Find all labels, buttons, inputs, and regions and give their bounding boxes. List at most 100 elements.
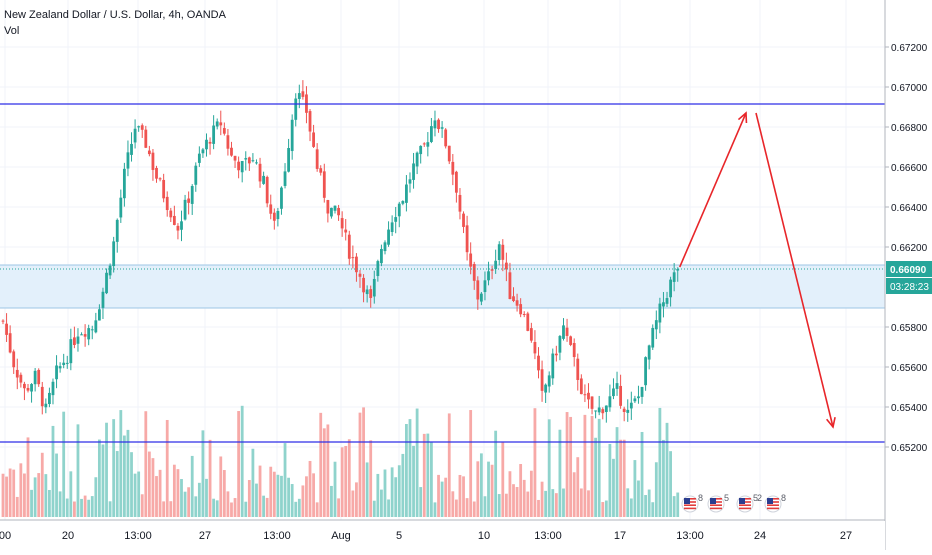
candle [219, 110, 223, 136]
candle [23, 381, 26, 401]
volume-bar [155, 476, 158, 517]
time-axis-label: 5 [396, 530, 402, 542]
volume-bar [415, 408, 419, 517]
candle-body [347, 234, 351, 259]
volume-bar [162, 501, 166, 517]
volume-bar [105, 422, 108, 517]
volume-bar [537, 499, 540, 517]
candle-body [479, 293, 483, 302]
candle [133, 119, 137, 149]
candle [280, 186, 283, 215]
candle-body [437, 119, 440, 130]
candle-body [308, 111, 312, 132]
candle [526, 311, 530, 332]
candle-body [487, 271, 490, 281]
candle [330, 207, 333, 219]
time-axis-label: 13:00 [124, 530, 152, 542]
candle-body [330, 207, 333, 217]
candle [283, 163, 287, 189]
candle [87, 324, 91, 346]
candle-body [508, 272, 512, 300]
volume-bar [380, 489, 383, 517]
candle-body [458, 194, 462, 212]
volume-bar [26, 437, 30, 517]
flag-canton [684, 498, 690, 504]
candle [83, 324, 87, 347]
candle-body [604, 405, 608, 413]
price-tick-label: 0.65400 [891, 403, 928, 414]
candle [290, 114, 294, 160]
volume-bar [58, 491, 62, 517]
volume-bar [579, 488, 583, 517]
candle [454, 170, 458, 203]
volume-bar [365, 462, 369, 517]
candle-body [408, 179, 412, 184]
candle [240, 160, 244, 183]
volume-bar [326, 424, 330, 517]
candle-body [48, 392, 51, 405]
event-marker[interactable]: 5 [707, 493, 729, 513]
candle-body [326, 200, 330, 214]
candle-body [615, 383, 619, 389]
volume-bar [137, 471, 141, 517]
candle [587, 383, 590, 409]
flag-stripe [767, 504, 779, 506]
volume-bar [280, 475, 283, 517]
volume-bar [62, 411, 66, 517]
candle [319, 165, 323, 176]
volume-bar [258, 465, 262, 517]
candle-body [565, 327, 569, 336]
volume-bar [615, 427, 619, 517]
candle-body [65, 362, 69, 364]
event-marker[interactable]: 5 [736, 493, 758, 513]
candle-body [215, 121, 219, 127]
event-marker[interactable]: 8 [764, 493, 786, 513]
candle [76, 328, 80, 352]
volume-bar [76, 424, 80, 517]
candle-body [144, 129, 148, 148]
candle-body [447, 145, 451, 162]
candle-body [469, 253, 473, 267]
event-marker[interactable]: 2 [757, 493, 762, 503]
volume-bar [472, 501, 476, 517]
price-tick-label: 0.65800 [891, 323, 928, 334]
candle [594, 410, 598, 419]
volume-bar [454, 499, 458, 517]
candle [558, 334, 562, 361]
candle-body [187, 198, 191, 203]
candle [172, 205, 176, 226]
candle [394, 206, 398, 234]
candle-body [201, 149, 205, 154]
candle-body [419, 145, 423, 155]
candle [322, 163, 326, 203]
candle [529, 322, 533, 343]
candle [512, 287, 515, 303]
volume-bar [487, 461, 490, 517]
candle-body [658, 303, 662, 323]
candle-body [544, 384, 548, 393]
candle [640, 386, 644, 404]
volume-bar [558, 429, 562, 517]
candle-body [387, 229, 390, 245]
candle [551, 348, 555, 385]
volume-bar [351, 490, 355, 517]
candle [44, 398, 48, 414]
volume-bar [151, 458, 155, 517]
flag-canton [710, 498, 716, 504]
event-marker[interactable]: 8 [681, 493, 703, 513]
volume-bar [255, 483, 258, 517]
volume-bar [140, 494, 144, 517]
volume-bar [619, 439, 623, 517]
candle [105, 268, 108, 295]
candle-body [340, 218, 344, 229]
candle [651, 324, 655, 350]
volume-bar [547, 419, 551, 517]
candle-body [76, 336, 80, 344]
price-tick-label: 0.65200 [891, 443, 928, 454]
candle [230, 141, 233, 157]
volume-bar [394, 477, 398, 517]
volume-bar [180, 479, 183, 517]
candle [5, 313, 8, 342]
